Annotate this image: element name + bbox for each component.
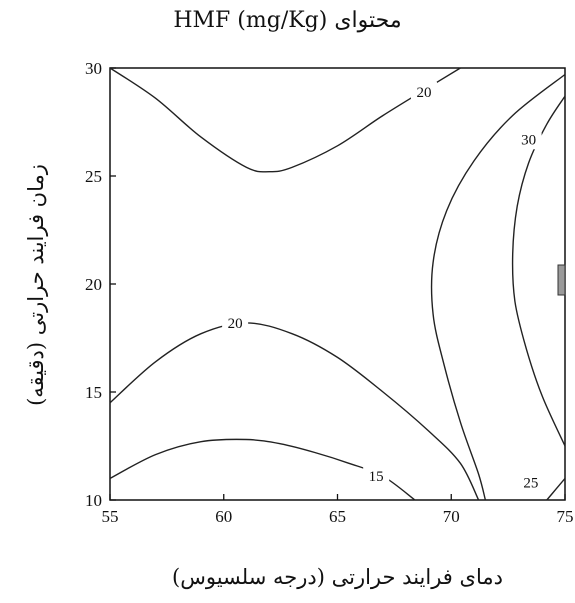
x-tick-label: 55 <box>102 507 119 526</box>
chart-title: محتوای HMF (mg/Kg) <box>173 8 402 33</box>
y-tick-label: 20 <box>85 275 102 294</box>
contour-label-bg <box>222 312 249 333</box>
contour-line <box>109 322 480 501</box>
contour-label: 30 <box>521 132 536 148</box>
contour-line <box>109 67 461 173</box>
x-tick-label: 65 <box>329 507 346 526</box>
axis-ticks: 55 60 65 70 75 10 15 20 25 30 <box>85 59 574 526</box>
contour-label-bg <box>515 129 542 150</box>
y-tick-label: 30 <box>85 59 102 78</box>
y-tick-label: 15 <box>85 383 102 402</box>
contour-label: 25 <box>523 476 538 492</box>
x-tick-label: 60 <box>215 507 232 526</box>
contour-label-bg <box>517 472 544 493</box>
contour-line <box>546 477 566 501</box>
x-tick-label: 75 <box>557 507 574 526</box>
y-tick-label: 25 <box>85 167 102 186</box>
y-tick-label: 10 <box>85 491 102 510</box>
contour-line <box>430 73 566 501</box>
contour-label: 20 <box>416 85 431 101</box>
x-tick-label: 70 <box>443 507 460 526</box>
contour-label-bg <box>363 466 390 487</box>
contour-label: 20 <box>228 316 243 332</box>
edge-marker <box>557 264 566 296</box>
y-axis-label: زمان فرایند حرارتی (دقیقه) <box>24 164 48 406</box>
contour-label: 15 <box>369 469 384 485</box>
x-axis-label: دمای فرایند حرارتی (درجه سلسیوس) <box>172 565 503 589</box>
contour-lines: 20 30 20 15 25 <box>109 67 566 501</box>
contour-label-bg <box>410 81 437 102</box>
